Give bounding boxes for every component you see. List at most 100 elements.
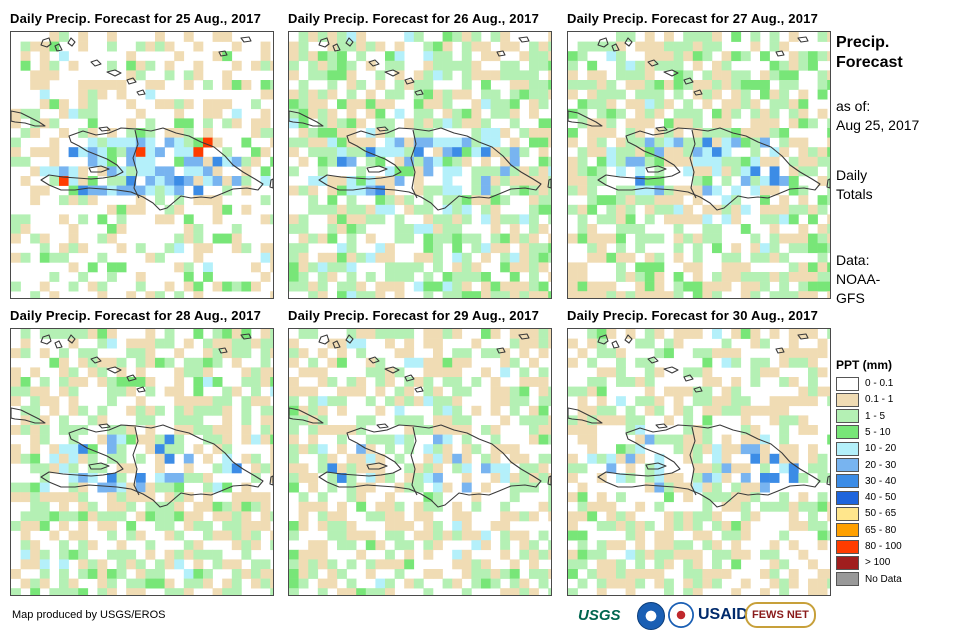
precip-cell: [712, 166, 722, 177]
precip-cell: [702, 463, 713, 474]
precip-cell: [509, 214, 520, 225]
precip-cell: [260, 89, 271, 100]
precip-cell: [365, 252, 376, 263]
precip-cell: [241, 185, 252, 196]
precip-cell: [404, 377, 415, 387]
precip-cell: [203, 521, 213, 531]
precip-cell: [481, 482, 491, 493]
precip-cell: [673, 108, 684, 119]
precip-cell: [97, 329, 108, 339]
precip-cell: [107, 176, 117, 186]
precip-cell: [317, 540, 328, 551]
precip-cell: [193, 405, 204, 416]
precip-cell: [769, 367, 780, 378]
precip-cell: [587, 204, 598, 215]
precip-cell: [654, 272, 665, 282]
precip-cell: [731, 482, 742, 493]
precip-cell: [433, 569, 443, 579]
precip-cell: [68, 511, 79, 522]
precip-cell: [155, 434, 165, 445]
precip-cell: [712, 329, 722, 339]
precip-cell: [519, 262, 530, 273]
precip-cell: [356, 492, 367, 503]
precip-cell: [107, 425, 117, 435]
precip-cell: [308, 99, 319, 110]
precip-cell: [664, 549, 674, 560]
precip-cell: [308, 549, 319, 560]
precip-cell: [606, 405, 617, 416]
precip-cell: [712, 463, 722, 474]
precip-cell: [442, 108, 453, 119]
precip-cell: [538, 348, 549, 359]
precip-cell: [404, 156, 415, 167]
precip-cell: [78, 41, 89, 52]
bahamas-island-outline: [40, 334, 52, 345]
precip-cell: [519, 578, 530, 589]
precip-cell: [346, 128, 357, 138]
precip-cell: [289, 444, 299, 455]
precip-cell: [616, 70, 626, 81]
precip-cell: [413, 357, 424, 368]
precip-cell: [251, 569, 261, 579]
precip-cell: [413, 166, 424, 177]
precip-cell: [308, 147, 319, 158]
precip-cell: [500, 262, 511, 273]
precip-cell: [481, 70, 491, 81]
precip-cell: [346, 463, 357, 474]
precip-cell: [635, 156, 646, 167]
precip-cell: [203, 128, 213, 138]
precip-cell: [20, 128, 31, 138]
precip-cell: [625, 463, 636, 474]
precip-cell: [788, 99, 799, 110]
precip-cell: [97, 588, 108, 595]
precip-cell: [365, 156, 376, 167]
precip-cell: [78, 195, 89, 206]
precip-cell: [222, 99, 233, 110]
precip-cell: [308, 569, 319, 579]
precip-cell: [289, 137, 299, 148]
precip-cell: [222, 204, 233, 215]
precip-cell: [471, 405, 482, 416]
precip-cell: [404, 549, 415, 560]
precip-cell: [174, 377, 185, 387]
precip-cell: [298, 262, 309, 273]
precip-cell: [500, 281, 511, 292]
precip-cell: [107, 128, 117, 138]
precip-cell: [289, 405, 299, 416]
precip-cell: [442, 329, 453, 339]
precip-cell: [404, 224, 415, 234]
precip-cell: [212, 233, 223, 244]
precip-cell: [490, 185, 501, 196]
precip-cell: [461, 118, 472, 129]
precip-cell: [183, 99, 194, 110]
precip-cell: [116, 89, 127, 100]
precip-cell: [212, 425, 223, 435]
precip-cell: [519, 453, 530, 464]
precip-cell: [270, 338, 273, 349]
precip-cell: [183, 453, 194, 464]
precip-cell: [529, 137, 539, 148]
precip-cell: [750, 482, 761, 493]
precip-cell: [97, 559, 108, 570]
precip-cell: [490, 569, 501, 579]
precip-cell: [203, 492, 213, 503]
precip-cell: [577, 80, 588, 90]
precip-cell: [59, 166, 69, 177]
precip-cell: [683, 185, 694, 196]
precip-cell: [596, 329, 607, 339]
precip-cell: [596, 405, 607, 416]
precip-cell: [692, 425, 703, 435]
precip-cell: [337, 147, 347, 158]
precip-cell: [644, 70, 655, 81]
precip-cell: [779, 530, 790, 541]
precip-cell: [654, 80, 665, 90]
precip-cell: [423, 137, 434, 148]
precip-cell: [126, 482, 137, 493]
precip-cell: [385, 60, 395, 71]
precip-cell: [39, 569, 50, 579]
precip-cell: [68, 530, 79, 541]
precip-cell: [107, 521, 117, 531]
precip-cell: [97, 147, 108, 158]
precip-cell: [769, 549, 780, 560]
precip-cell: [317, 405, 328, 416]
